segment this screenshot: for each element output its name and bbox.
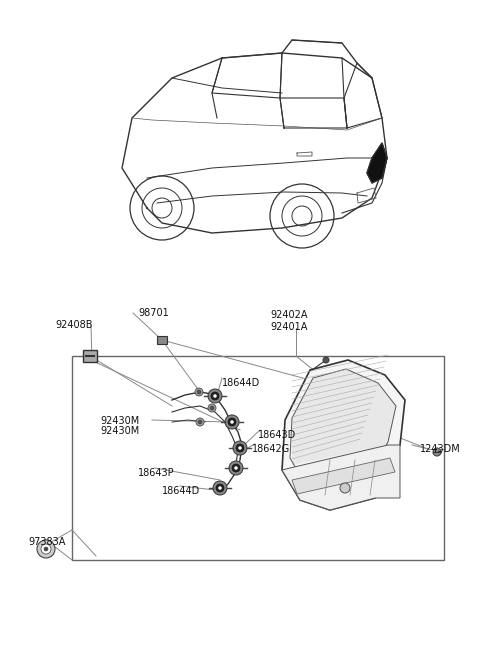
Polygon shape: [282, 445, 400, 510]
Circle shape: [214, 394, 216, 398]
Circle shape: [340, 483, 350, 493]
Text: 18643D: 18643D: [258, 430, 296, 440]
Circle shape: [216, 484, 224, 492]
Text: 98701: 98701: [138, 308, 169, 318]
Circle shape: [41, 544, 51, 554]
Text: 92430M: 92430M: [100, 416, 139, 426]
Circle shape: [235, 466, 238, 470]
Circle shape: [433, 448, 441, 456]
Circle shape: [323, 357, 329, 363]
Polygon shape: [292, 369, 396, 465]
Text: 97383A: 97383A: [28, 537, 65, 547]
Bar: [83, 350, 97, 362]
Polygon shape: [367, 143, 387, 183]
Circle shape: [239, 447, 241, 449]
Circle shape: [196, 418, 204, 426]
Text: 92430M: 92430M: [100, 426, 139, 436]
Circle shape: [218, 487, 221, 489]
Circle shape: [232, 464, 240, 472]
Circle shape: [229, 461, 243, 475]
Circle shape: [213, 481, 227, 495]
Text: 18644D: 18644D: [222, 378, 260, 388]
Circle shape: [37, 540, 55, 558]
Circle shape: [225, 415, 239, 429]
Circle shape: [197, 390, 201, 394]
Circle shape: [233, 441, 247, 455]
Circle shape: [198, 420, 202, 424]
Text: 1243DM: 1243DM: [420, 444, 461, 454]
Bar: [72, 356, 444, 560]
Circle shape: [208, 389, 222, 403]
Text: 92401A: 92401A: [270, 322, 307, 332]
Text: 92408B: 92408B: [55, 320, 93, 330]
Circle shape: [236, 444, 244, 452]
Circle shape: [44, 547, 48, 551]
Circle shape: [228, 418, 236, 426]
Polygon shape: [292, 458, 395, 494]
Circle shape: [230, 420, 233, 424]
Polygon shape: [282, 360, 405, 510]
Text: 18644D: 18644D: [162, 486, 200, 496]
Text: 18642G: 18642G: [252, 444, 290, 454]
Text: 18643P: 18643P: [138, 468, 175, 478]
Text: 92402A: 92402A: [270, 310, 308, 320]
Circle shape: [208, 404, 216, 412]
Circle shape: [195, 388, 203, 396]
Bar: [157, 336, 167, 344]
Circle shape: [210, 406, 214, 410]
Circle shape: [211, 392, 219, 400]
